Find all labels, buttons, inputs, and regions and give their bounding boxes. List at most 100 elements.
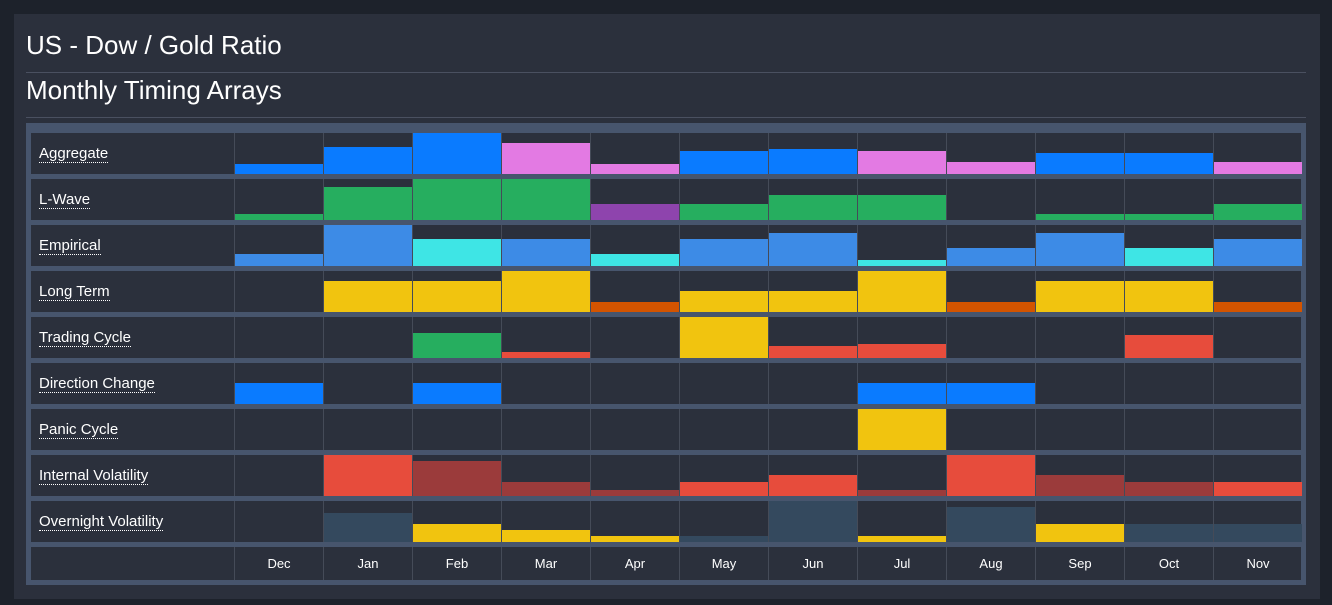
timing-array-grid: Aggregate L-Wave Empirical Long Term Trading… xyxy=(26,123,1306,585)
bar-overnight-volatility-apr xyxy=(591,536,679,542)
bar-aggregate-jul xyxy=(858,151,946,174)
bar-long-term-jul xyxy=(858,271,946,312)
cell-trading-cycle-jul xyxy=(857,317,946,358)
cell-overnight-volatility-may xyxy=(679,501,768,542)
cell-direction-change-may xyxy=(679,363,768,404)
cell-panic-cycle-jul xyxy=(857,409,946,450)
cell-trading-cycle-feb xyxy=(412,317,501,358)
cell-internal-volatility-jul xyxy=(857,455,946,496)
row-label-trading-cycle[interactable]: Trading Cycle xyxy=(39,328,131,347)
x-tick-label-jun: Jun xyxy=(768,547,857,580)
row-label-direction-change[interactable]: Direction Change xyxy=(39,374,155,393)
cell-aggregate-jan xyxy=(323,133,412,174)
cell-internal-volatility-apr xyxy=(590,455,679,496)
cell-panic-cycle-may xyxy=(679,409,768,450)
bar-long-term-nov xyxy=(1214,302,1302,312)
cell-trading-cycle-may xyxy=(679,317,768,358)
bar-l-wave-nov xyxy=(1214,204,1302,220)
row-overnight-volatility: Overnight Volatility xyxy=(31,501,1302,542)
cell-l-wave-mar xyxy=(501,179,590,220)
cell-long-term-jan xyxy=(323,271,412,312)
cell-internal-volatility-sep xyxy=(1035,455,1124,496)
bar-l-wave-jun xyxy=(769,195,857,220)
cell-l-wave-apr xyxy=(590,179,679,220)
bar-aggregate-apr xyxy=(591,164,679,174)
bar-empirical-jan xyxy=(324,225,412,266)
cell-panic-cycle-nov xyxy=(1213,409,1302,450)
cell-l-wave-oct xyxy=(1124,179,1213,220)
cell-empirical-jun xyxy=(768,225,857,266)
row-l-wave: L-Wave xyxy=(31,179,1302,220)
cell-panic-cycle-apr xyxy=(590,409,679,450)
x-tick-label-nov: Nov xyxy=(1213,547,1302,580)
cell-trading-cycle-oct xyxy=(1124,317,1213,358)
x-tick-label-oct: Oct xyxy=(1124,547,1213,580)
row-label-l-wave[interactable]: L-Wave xyxy=(39,190,91,209)
cell-overnight-volatility-jun xyxy=(768,501,857,542)
bar-empirical-may xyxy=(680,239,768,266)
cell-overnight-volatility-aug xyxy=(946,501,1035,542)
bar-long-term-apr xyxy=(591,302,679,312)
cell-empirical-aug xyxy=(946,225,1035,266)
cell-panic-cycle-dec xyxy=(234,409,323,450)
cell-internal-volatility-feb xyxy=(412,455,501,496)
row-aggregate: Aggregate xyxy=(31,133,1302,174)
cell-panic-cycle-jun xyxy=(768,409,857,450)
cell-panic-cycle-mar xyxy=(501,409,590,450)
bar-overnight-volatility-jun xyxy=(769,501,857,542)
row-internal-volatility: Internal Volatility xyxy=(31,455,1302,496)
cell-aggregate-jun xyxy=(768,133,857,174)
cell-empirical-feb xyxy=(412,225,501,266)
x-tick-label-may: May xyxy=(679,547,768,580)
row-panic-cycle: Panic Cycle xyxy=(31,409,1301,450)
cell-overnight-volatility-jan xyxy=(323,501,412,542)
cell-direction-change-feb xyxy=(412,363,501,404)
row-label-long-term[interactable]: Long Term xyxy=(39,282,110,301)
cell-internal-volatility-mar xyxy=(501,455,590,496)
row-label-panic-cycle[interactable]: Panic Cycle xyxy=(39,420,119,439)
bar-overnight-volatility-aug xyxy=(947,507,1035,542)
bar-overnight-volatility-may xyxy=(680,536,768,542)
bar-internal-volatility-feb xyxy=(413,461,501,496)
bar-empirical-oct xyxy=(1125,248,1213,266)
row-label-empirical[interactable]: Empirical xyxy=(39,236,101,255)
cell-aggregate-aug xyxy=(946,133,1035,174)
cell-internal-volatility-nov xyxy=(1213,455,1302,496)
x-tick-label-jul: Jul xyxy=(857,547,946,580)
cell-direction-change-sep xyxy=(1035,363,1124,404)
cell-aggregate-sep xyxy=(1035,133,1124,174)
cell-aggregate-oct xyxy=(1124,133,1213,174)
cell-overnight-volatility-sep xyxy=(1035,501,1124,542)
cell-long-term-jun xyxy=(768,271,857,312)
bar-aggregate-jan xyxy=(324,147,412,174)
row-label-aggregate[interactable]: Aggregate xyxy=(39,144,109,163)
bar-long-term-aug xyxy=(947,302,1035,312)
cell-trading-cycle-jan xyxy=(323,317,412,358)
row-label-overnight-volatility[interactable]: Overnight Volatility xyxy=(39,512,164,531)
cell-l-wave-jun xyxy=(768,179,857,220)
bar-overnight-volatility-mar xyxy=(502,530,590,542)
bar-internal-volatility-aug xyxy=(947,455,1035,496)
subtitle-divider xyxy=(26,117,1306,118)
bar-long-term-feb xyxy=(413,281,501,312)
cell-aggregate-mar xyxy=(501,133,590,174)
bar-empirical-jul xyxy=(858,260,946,266)
bar-empirical-sep xyxy=(1036,233,1124,266)
cell-overnight-volatility-oct xyxy=(1124,501,1213,542)
bar-overnight-volatility-sep xyxy=(1036,524,1124,542)
cell-l-wave-feb xyxy=(412,179,501,220)
row-label-internal-volatility[interactable]: Internal Volatility xyxy=(39,466,149,485)
x-tick-label-apr: Apr xyxy=(590,547,679,580)
cell-overnight-volatility-feb xyxy=(412,501,501,542)
cell-direction-change-dec xyxy=(234,363,323,404)
bar-aggregate-oct xyxy=(1125,153,1213,174)
cell-internal-volatility-dec xyxy=(234,455,323,496)
cell-trading-cycle-sep xyxy=(1035,317,1124,358)
bar-aggregate-sep xyxy=(1036,153,1124,174)
bar-empirical-feb xyxy=(413,239,501,266)
bar-long-term-jan xyxy=(324,281,412,312)
cell-l-wave-jul xyxy=(857,179,946,220)
cell-aggregate-may xyxy=(679,133,768,174)
bar-trading-cycle-mar xyxy=(502,352,590,358)
cell-l-wave-sep xyxy=(1035,179,1124,220)
